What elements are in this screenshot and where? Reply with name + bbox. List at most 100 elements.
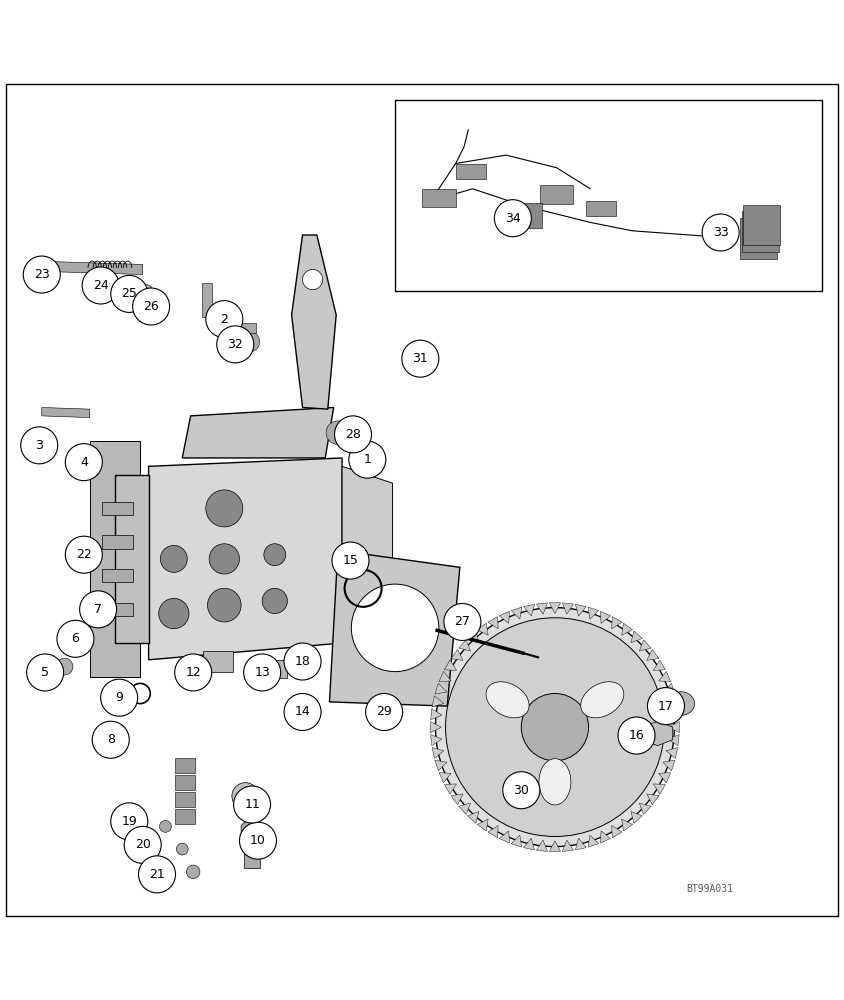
Polygon shape xyxy=(37,261,143,275)
Bar xyxy=(540,185,573,204)
Polygon shape xyxy=(576,604,587,616)
Polygon shape xyxy=(468,631,479,643)
Bar xyxy=(102,502,133,515)
Text: 7: 7 xyxy=(95,603,102,616)
Polygon shape xyxy=(658,773,671,783)
Circle shape xyxy=(334,416,371,453)
Circle shape xyxy=(284,693,321,730)
Bar xyxy=(202,283,212,317)
Polygon shape xyxy=(182,407,333,458)
Circle shape xyxy=(240,332,260,352)
Circle shape xyxy=(332,542,369,579)
Polygon shape xyxy=(647,649,659,660)
Circle shape xyxy=(125,279,138,292)
Circle shape xyxy=(82,267,119,304)
Text: 13: 13 xyxy=(254,666,270,679)
Text: 32: 32 xyxy=(227,338,243,351)
Polygon shape xyxy=(435,760,447,771)
Polygon shape xyxy=(668,722,679,733)
Polygon shape xyxy=(430,709,442,720)
Bar xyxy=(742,211,779,252)
Bar xyxy=(102,569,133,582)
Text: 9: 9 xyxy=(116,691,123,704)
Polygon shape xyxy=(536,603,548,614)
Circle shape xyxy=(160,821,171,832)
Circle shape xyxy=(302,270,322,290)
Circle shape xyxy=(217,326,254,363)
Polygon shape xyxy=(631,812,642,823)
Circle shape xyxy=(139,285,153,298)
Circle shape xyxy=(206,490,243,527)
Bar xyxy=(586,201,616,216)
Polygon shape xyxy=(241,815,263,849)
Circle shape xyxy=(75,635,92,651)
Polygon shape xyxy=(536,840,548,851)
Text: 23: 23 xyxy=(34,268,50,281)
Bar xyxy=(267,660,288,678)
Text: 2: 2 xyxy=(220,313,228,326)
Bar xyxy=(175,809,195,824)
Bar xyxy=(244,826,261,868)
Polygon shape xyxy=(468,812,479,823)
Polygon shape xyxy=(653,784,665,794)
Polygon shape xyxy=(622,819,632,831)
Polygon shape xyxy=(600,611,610,623)
Circle shape xyxy=(240,822,277,859)
Circle shape xyxy=(618,717,655,754)
Polygon shape xyxy=(329,550,460,706)
Circle shape xyxy=(92,721,129,758)
Polygon shape xyxy=(549,841,560,852)
Polygon shape xyxy=(292,235,336,409)
Polygon shape xyxy=(562,840,573,851)
Circle shape xyxy=(436,608,674,847)
Circle shape xyxy=(349,441,386,478)
Ellipse shape xyxy=(486,682,529,718)
Circle shape xyxy=(239,789,252,803)
Text: 17: 17 xyxy=(658,700,674,713)
Circle shape xyxy=(244,654,281,691)
Polygon shape xyxy=(612,617,622,629)
Polygon shape xyxy=(663,760,675,771)
Circle shape xyxy=(264,544,286,566)
Circle shape xyxy=(160,545,187,572)
Circle shape xyxy=(402,340,439,377)
Text: 21: 21 xyxy=(149,868,165,881)
Polygon shape xyxy=(639,640,651,651)
Circle shape xyxy=(522,693,588,761)
Text: 28: 28 xyxy=(345,428,361,441)
Bar xyxy=(102,535,133,549)
Polygon shape xyxy=(451,649,463,660)
Polygon shape xyxy=(576,838,587,850)
Polygon shape xyxy=(668,709,679,720)
Circle shape xyxy=(295,651,316,672)
Polygon shape xyxy=(600,831,610,843)
Bar xyxy=(175,775,195,790)
Polygon shape xyxy=(511,607,522,619)
Circle shape xyxy=(27,654,63,691)
Circle shape xyxy=(232,783,259,810)
Circle shape xyxy=(138,856,176,893)
Polygon shape xyxy=(622,623,632,635)
Circle shape xyxy=(65,536,102,573)
Text: 15: 15 xyxy=(343,554,359,567)
Circle shape xyxy=(209,544,240,574)
Circle shape xyxy=(284,643,321,680)
Polygon shape xyxy=(445,660,457,670)
Polygon shape xyxy=(666,748,678,758)
Text: BT99A031: BT99A031 xyxy=(686,884,733,894)
Bar xyxy=(175,758,195,773)
Circle shape xyxy=(111,275,148,312)
Text: 11: 11 xyxy=(244,798,260,811)
Polygon shape xyxy=(668,735,679,746)
Polygon shape xyxy=(663,683,675,694)
Text: 8: 8 xyxy=(106,733,115,746)
Text: 16: 16 xyxy=(629,729,644,742)
Circle shape xyxy=(365,693,403,730)
Polygon shape xyxy=(432,696,444,707)
Polygon shape xyxy=(459,640,470,651)
Circle shape xyxy=(234,786,271,823)
Bar xyxy=(500,203,543,228)
Polygon shape xyxy=(439,773,452,783)
Circle shape xyxy=(24,256,60,293)
Circle shape xyxy=(159,598,189,629)
